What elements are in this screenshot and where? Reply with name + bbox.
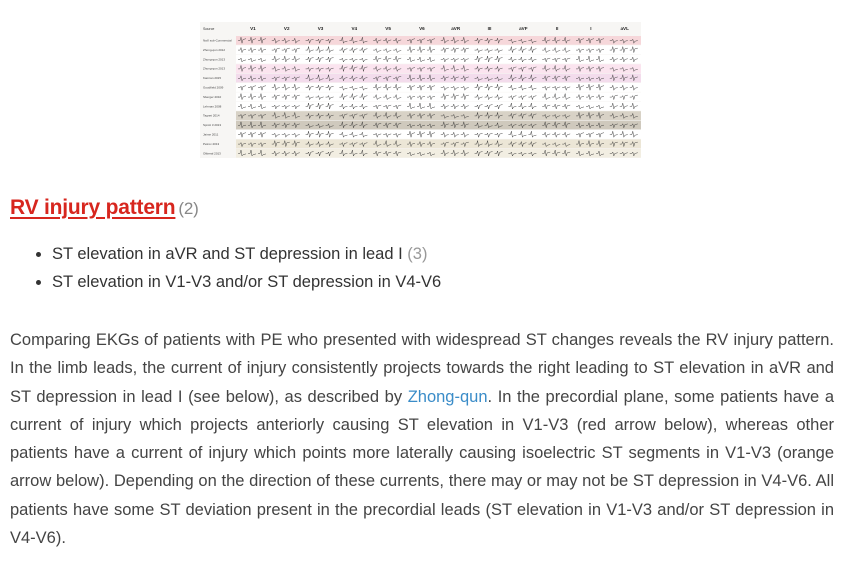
lead-label-v1: V1 — [250, 26, 256, 31]
lead-label-avl: aVL — [620, 26, 629, 31]
row-label: Tagnet 2014 — [203, 114, 220, 118]
ekg-strip-row — [236, 54, 641, 64]
paragraph-text-1: Comparing EKGs of patients with PE who p… — [10, 331, 834, 406]
ekg-strip-row — [236, 120, 641, 130]
bullet-text: ST elevation in aVR and ST depression in… — [52, 245, 403, 263]
lead-label-v5: V5 — [385, 26, 391, 31]
row-label: Petrov 2013 — [203, 142, 220, 146]
ekg-trace — [238, 140, 638, 148]
list-item: ST elevation in aVR and ST depression in… — [52, 240, 441, 268]
ekg-trace — [238, 55, 638, 63]
ekg-strip-row — [236, 101, 641, 111]
list-item: ST elevation in V1-V3 and/or ST depressi… — [52, 268, 441, 296]
ekg-trace — [238, 102, 638, 110]
ekg-trace — [238, 74, 638, 82]
ekg-strip-row — [236, 139, 641, 149]
ekg-strip-row — [236, 83, 641, 92]
row-label: Sberger 2010 — [203, 95, 222, 99]
bullet-reference: (3) — [407, 245, 428, 263]
row-label: Oliberal 2013 — [203, 151, 221, 155]
ekg-trace — [238, 65, 638, 73]
figure-column-header: Source — [203, 27, 214, 31]
lead-label-v2: V2 — [284, 26, 290, 31]
lead-label-avr: aVR — [451, 26, 461, 31]
heading-reference: (2) — [178, 199, 199, 218]
ekg-trace — [238, 93, 638, 101]
ekg-trace — [238, 46, 638, 54]
ekg-strip-row — [236, 45, 641, 55]
lead-label-avf: aVF — [519, 26, 528, 31]
lead-label-i: I — [590, 26, 591, 31]
lead-label-iii: III — [488, 26, 492, 31]
ekg-trace — [238, 149, 638, 157]
ekg-trace — [238, 131, 638, 139]
lead-label-v6: V6 — [419, 26, 425, 31]
paragraph-text-2: . In the precordial plane, some patients… — [10, 387, 835, 548]
row-label: Sprott 3 2013 — [203, 123, 221, 127]
ekg-strip-row — [236, 36, 641, 45]
rv-injury-pattern-link[interactable]: RV injury pattern — [10, 196, 176, 219]
row-label: Goodfield 2009 — [203, 86, 224, 90]
ekg-strip-row — [236, 148, 641, 158]
ekg-strip-row — [236, 92, 641, 102]
lead-label-ii: II — [556, 26, 559, 31]
zhong-qun-link[interactable]: Zhong-qun — [407, 387, 488, 406]
row-label: Jaime 2011 — [203, 133, 219, 137]
ekg-trace — [238, 84, 638, 92]
ekg-strip-row — [236, 130, 641, 139]
row-label: Zhong-qun 2013 — [203, 57, 225, 61]
ekg-strip-row — [236, 111, 641, 120]
bullet-text: ST elevation in V1-V3 and/or ST depressi… — [52, 273, 442, 291]
body-paragraph: Comparing EKGs of patients with PE who p… — [10, 326, 834, 552]
section-heading: RV injury pattern (2) — [10, 196, 199, 220]
row-label: Zhong-qun 2012 — [203, 48, 225, 52]
row-label: Zhong-qun 2013 — [203, 67, 225, 71]
row-label: Kamran 2015 — [203, 76, 221, 80]
ekg-strip-row — [236, 64, 641, 73]
row-label: Nat'l sub-Commercial — [203, 39, 232, 43]
ekg-trace — [238, 37, 638, 45]
ekg-strip-row — [236, 73, 641, 83]
lead-label-v3: V3 — [318, 26, 324, 31]
ekg-trace — [238, 121, 638, 129]
lead-label-v4: V4 — [351, 26, 357, 31]
criteria-list: ST elevation in aVR and ST depression in… — [28, 240, 441, 296]
ekg-trace — [238, 112, 638, 120]
row-label: Lehman 2008 — [203, 104, 222, 108]
